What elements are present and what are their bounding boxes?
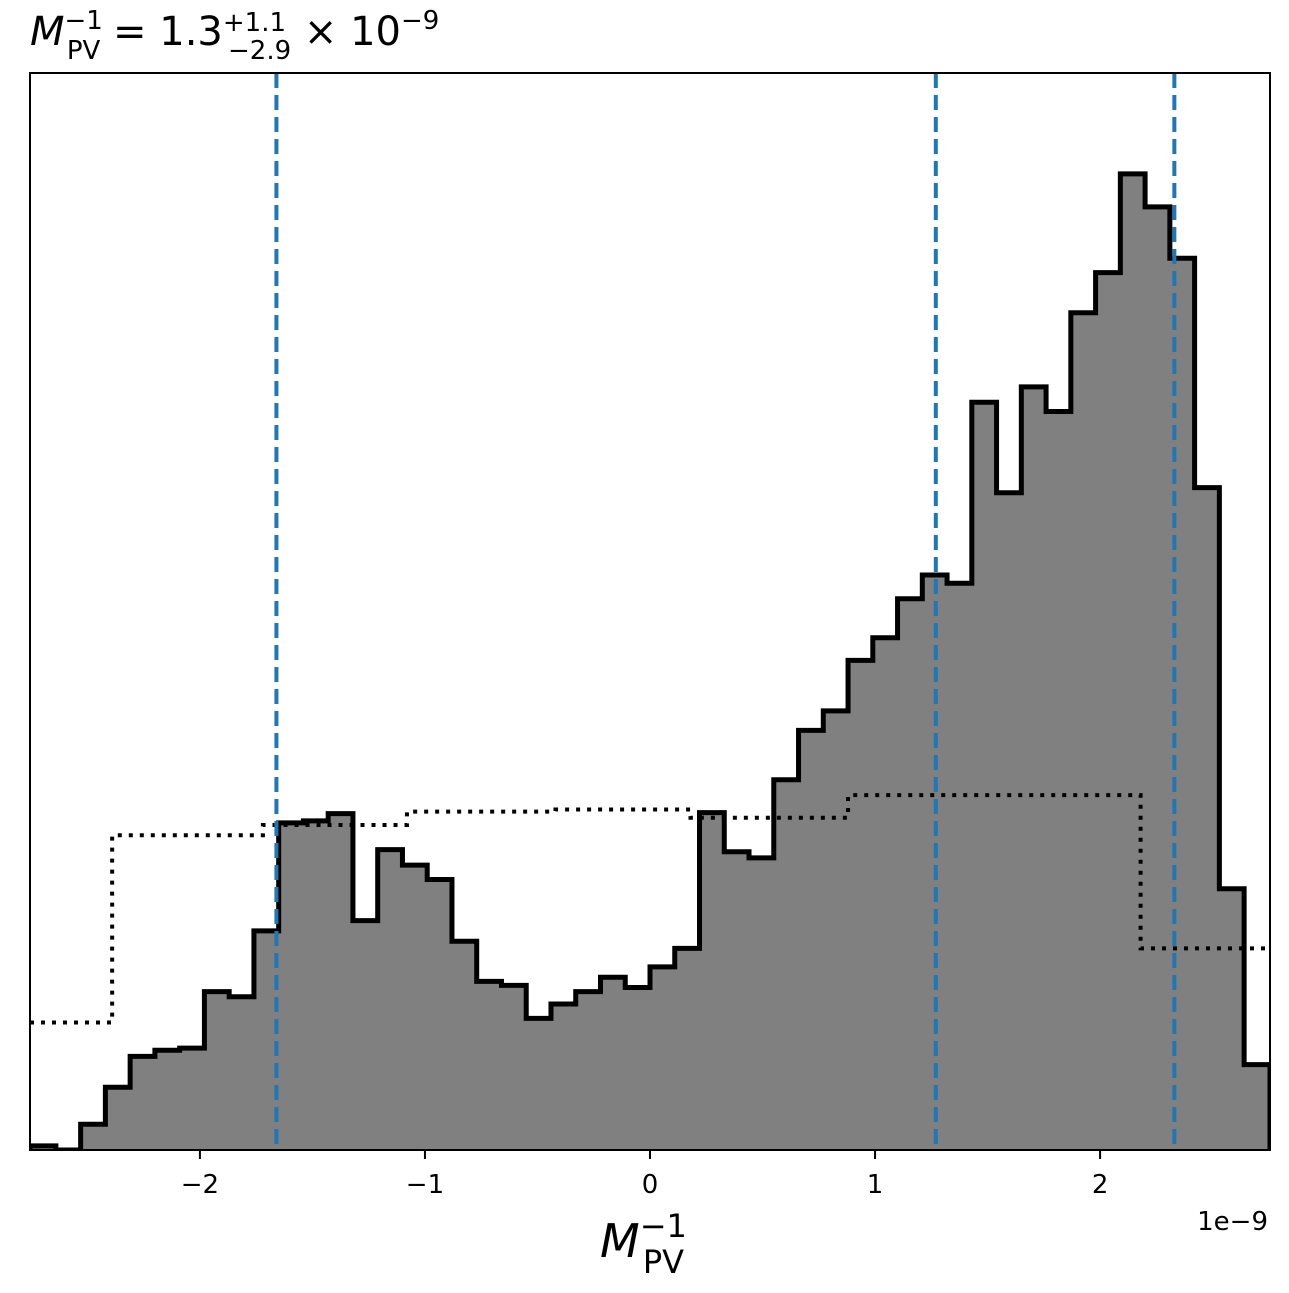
title-symbol: M [30,9,65,55]
x-tick-label: 1 [867,1170,884,1200]
title-value: = 1.3 [100,9,223,55]
title-exponent: × 10 [291,9,401,55]
xlabel-symbol: M [600,1214,640,1268]
x-tick-label: −1 [406,1170,444,1200]
title-err-plus: +1.1 [223,8,286,38]
x-axis-ticks: −2 −1 0 1 2 [181,1150,1109,1200]
title-err-minus: −2.9 [228,36,291,66]
xlabel-sup: −1 [640,1207,687,1245]
title-symbol-sup: −1 [65,6,103,36]
prior-histogram-dotted [30,793,1270,1025]
posterior-histogram-fill [30,173,1270,1150]
xlabel-sub: PV [643,1243,684,1281]
x-axis-label: M−1 PV [600,1207,687,1281]
x-offset-label: 1e−9 [1197,1207,1268,1237]
chart-title: M−1 PV = 1.3+1.1 −2.9 × 10−9 [30,6,439,66]
title-exponent-sup: −9 [401,6,439,36]
x-tick-label: 0 [642,1170,659,1200]
x-tick-label: −2 [181,1170,219,1200]
plot-area [30,73,1270,1150]
x-tick-label: 2 [1092,1170,1109,1200]
title-symbol-sub: PV [67,36,101,66]
posterior-histogram-outline [30,171,1270,1150]
quantile-lines [274,73,1177,1150]
